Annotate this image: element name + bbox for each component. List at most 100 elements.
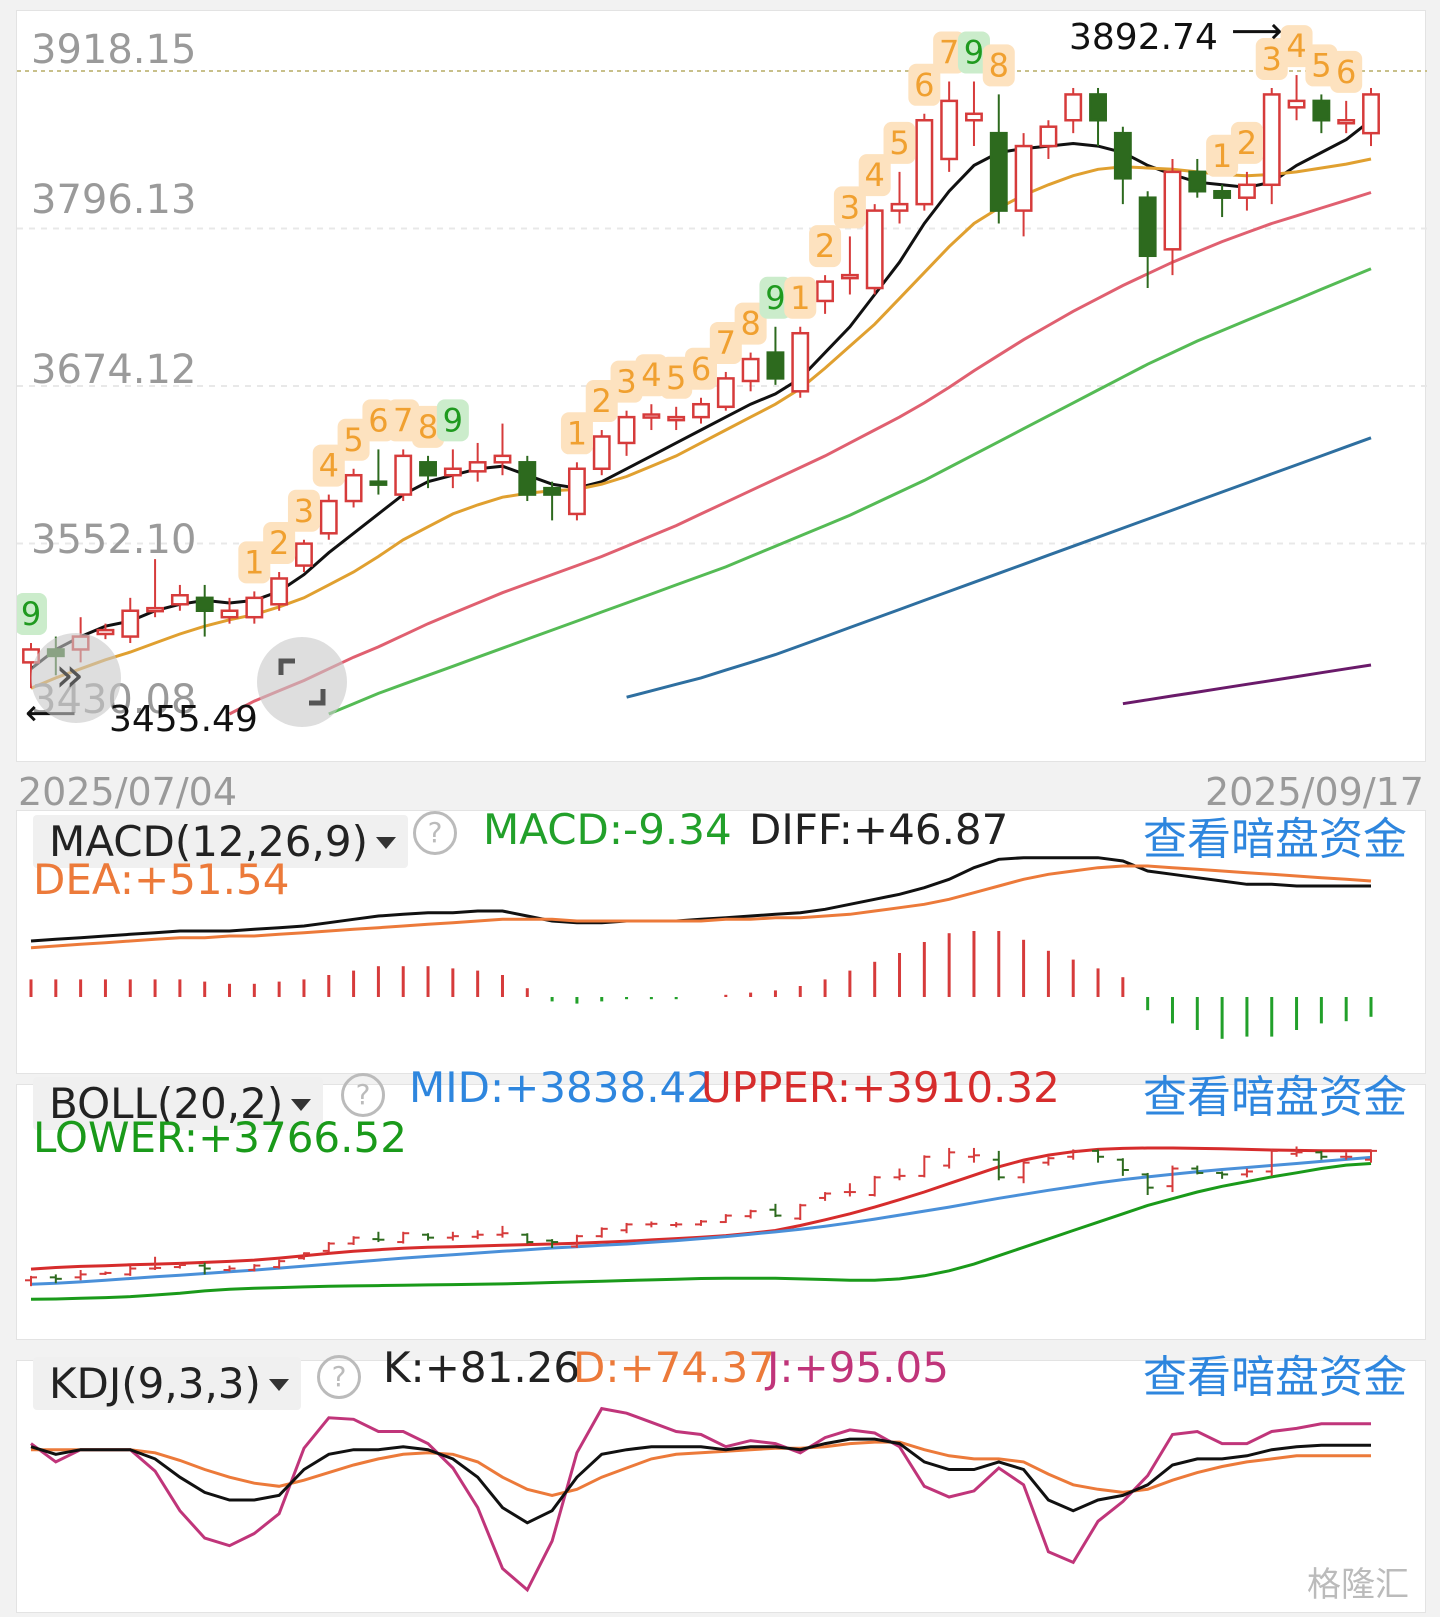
candle — [170, 594, 189, 606]
candle — [915, 118, 934, 206]
td-count-label: 5 — [666, 359, 686, 397]
td-badge — [858, 154, 891, 197]
td-badge — [560, 412, 593, 455]
kdj-k-line — [30, 1437, 1371, 1525]
expand-sidebar-button[interactable]: » — [31, 633, 121, 723]
td-count-label: 6 — [368, 401, 388, 439]
candle — [1064, 93, 1083, 122]
macd-panel: MACD(12,26,9) ? MACD:-9.34 DIFF:+46.87 D… — [16, 805, 1426, 1074]
candle — [741, 357, 760, 383]
td-badge — [784, 276, 817, 319]
td-count-label: 9 — [443, 401, 463, 439]
question-circle-icon[interactable]: ? — [317, 1355, 361, 1399]
boll-indicator-selector[interactable]: BOLL(20,2) — [33, 1077, 324, 1130]
candle — [369, 480, 388, 486]
td-count-label: 4 — [319, 447, 339, 485]
candle — [592, 435, 611, 471]
td-count-label: 2 — [592, 382, 612, 420]
td-badge — [17, 593, 47, 636]
td-count-label: 4 — [865, 156, 885, 194]
td-count-label: 5 — [889, 124, 909, 162]
td-badge — [436, 399, 469, 442]
view-dark-pool-link[interactable]: 查看暗盘资金 — [1143, 814, 1407, 865]
candle — [989, 131, 1008, 212]
td-count-label: 8 — [418, 408, 438, 446]
td-badge — [759, 276, 792, 319]
candle — [1014, 144, 1033, 212]
td-count-label: 6 — [691, 350, 711, 388]
candle — [1188, 170, 1207, 193]
candle — [1362, 93, 1380, 135]
boll-title: BOLL(20,2) — [49, 1079, 284, 1128]
candle — [146, 606, 165, 613]
td-badge — [610, 360, 643, 403]
td-badge — [1230, 121, 1263, 164]
td-count-label: 1 — [244, 543, 264, 581]
td-count-label: 4 — [1286, 27, 1306, 65]
td-count-label: 9 — [964, 34, 984, 72]
price-tick-2: 3674.12 — [31, 347, 197, 393]
td-badge — [412, 405, 445, 448]
candle — [121, 609, 140, 638]
candle — [617, 415, 636, 445]
double-chevron-right-icon: » — [55, 647, 85, 703]
candle — [1039, 125, 1058, 148]
td-badge — [660, 356, 693, 399]
kdj-title: KDJ(9,3,3) — [49, 1359, 261, 1408]
mid-value: MID:+3838.42 — [409, 1063, 713, 1112]
candle — [394, 454, 413, 496]
candle — [493, 454, 512, 464]
candle — [692, 402, 710, 419]
td-count-label: 7 — [939, 34, 959, 72]
td-count-label: 5 — [343, 421, 363, 459]
td-badge — [362, 399, 395, 442]
macd-diff-line — [30, 856, 1371, 943]
td-count-label: 8 — [989, 46, 1009, 84]
dropdown-arrow-icon — [375, 837, 396, 849]
td-badge — [933, 31, 966, 74]
candle — [1237, 183, 1256, 199]
td-count-label: 4 — [641, 356, 661, 394]
macd-indicator-selector[interactable]: MACD(12,26,9) — [33, 815, 408, 868]
td-badge — [238, 541, 271, 584]
fullscreen-button[interactable] — [257, 637, 347, 727]
td-count-label: 3 — [840, 188, 860, 226]
dropdown-arrow-icon — [291, 1099, 312, 1111]
candle — [791, 331, 810, 393]
boll-chart — [25, 1146, 1377, 1301]
candle — [1138, 196, 1157, 258]
view-dark-pool-link[interactable]: 查看暗盘资金 — [1143, 1352, 1407, 1403]
candle — [1287, 99, 1306, 109]
candle — [716, 377, 735, 409]
question-circle-icon[interactable]: ? — [413, 811, 457, 855]
candle — [940, 99, 959, 161]
candle — [642, 413, 661, 419]
td-count-label: 1 — [567, 414, 587, 452]
td-badge — [585, 380, 618, 423]
td-count-label: 6 — [1336, 53, 1356, 91]
boll-lower-line — [30, 1162, 1372, 1301]
kdj-chart — [30, 1406, 1371, 1593]
td-badge — [635, 354, 668, 397]
high-price-label: 3892.74 — [1069, 17, 1218, 58]
td-badge — [263, 522, 296, 565]
td-count-label: 2 — [815, 227, 835, 265]
kdj-indicator-selector[interactable]: KDJ(9,3,3) — [33, 1357, 301, 1410]
view-dark-pool-link[interactable]: 查看暗盘资金 — [1143, 1072, 1407, 1123]
price-tick-0: 3918.15 — [31, 27, 197, 73]
td-badge — [685, 347, 717, 390]
candle — [245, 596, 264, 619]
td-badge — [1280, 25, 1313, 68]
lower-value: LOWER:+3766.52 — [33, 1113, 407, 1162]
td-count-label: 3 — [294, 492, 314, 530]
d-value: D:+74.37 — [573, 1343, 775, 1392]
td-count-label: 3 — [616, 363, 636, 401]
candle — [518, 461, 537, 496]
candle — [295, 542, 313, 567]
question-circle-icon[interactable]: ? — [341, 1073, 385, 1117]
candle — [567, 467, 586, 516]
candle — [443, 467, 462, 477]
price-tick-3: 3552.10 — [31, 517, 197, 563]
td-badge — [883, 121, 916, 164]
candle — [965, 112, 983, 122]
